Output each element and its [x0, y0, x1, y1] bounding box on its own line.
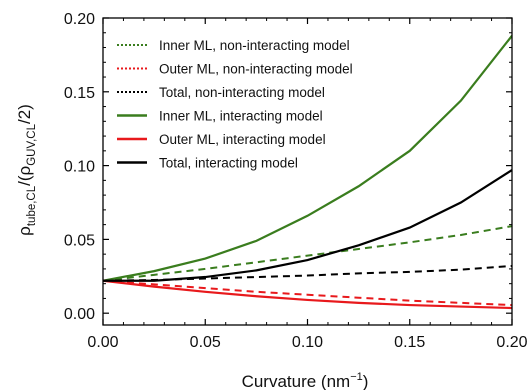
series-line-4	[103, 35, 512, 282]
series-line-5	[103, 279, 512, 310]
x-tick-label: 0.20	[496, 334, 527, 351]
y-axis-label: ρtube,CL/(ρGUV,CL/2)	[15, 104, 38, 236]
y-tick-label: 0.10	[64, 159, 95, 176]
x-tick-label: 0.00	[87, 334, 118, 351]
legend-label-3: Total, non-interacting model	[159, 85, 325, 100]
x-tick-label: 0.10	[292, 334, 323, 351]
series-line-1	[103, 225, 512, 282]
x-tick-label: 0.05	[190, 334, 221, 351]
y-tick-label: 0.15	[64, 85, 95, 102]
series-line-6	[103, 169, 512, 282]
y-tick-label: 0.20	[64, 11, 95, 28]
y-tick-label: 0.00	[64, 306, 95, 323]
legend-label-6: Total, interacting model	[159, 156, 298, 171]
legend: Inner ML, non-interacting model Outer ML,…	[117, 38, 353, 171]
x-axis-label: Curvature (nm−1)	[242, 371, 369, 390]
series-line-2	[103, 279, 512, 307]
legend-label-4: Inner ML, interacting model	[159, 109, 323, 124]
legend-label-1: Inner ML, non-interacting model	[159, 38, 350, 53]
legend-label-2: Outer ML, non-interacting model	[159, 62, 353, 77]
series-line-3	[103, 264, 512, 282]
legend-label-5: Outer ML, interacting model	[159, 132, 326, 147]
axes: 0.00 0.05 0.10 0.15 0.20 0.00 0.05 0.10 0.15 0.20	[64, 11, 528, 351]
x-tick-label: 0.15	[394, 334, 425, 351]
y-tick-label: 0.05	[64, 232, 95, 249]
plot-area	[103, 35, 512, 310]
